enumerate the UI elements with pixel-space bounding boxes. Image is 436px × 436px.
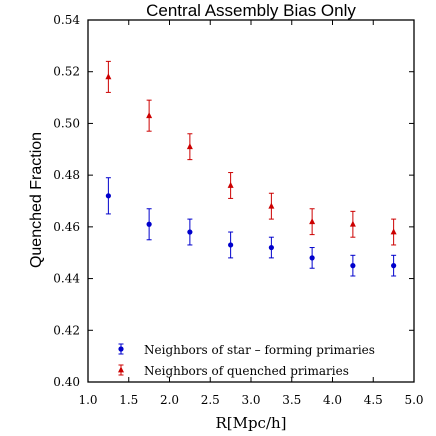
data-point <box>390 228 397 235</box>
data-point <box>146 112 153 119</box>
data-point <box>268 202 275 209</box>
x-tick-label: 2.0 <box>160 393 179 407</box>
data-point <box>105 73 112 80</box>
x-tick-label: 3.0 <box>241 393 260 407</box>
legend-marker <box>118 366 124 373</box>
y-tick-label: 0.48 <box>53 168 80 182</box>
legend-entry: Neighbors of star – forming primaries <box>118 343 375 357</box>
data-point <box>309 255 315 261</box>
plot-frame <box>87 19 415 383</box>
y-tick-label: 0.40 <box>53 375 80 389</box>
y-tick-label: 0.42 <box>53 323 80 337</box>
x-tick-label: 4.0 <box>323 393 342 407</box>
data-point <box>309 218 316 225</box>
legend: Neighbors of star – forming primaries Nei… <box>118 343 375 378</box>
data-point <box>146 221 152 227</box>
data-point <box>268 244 274 251</box>
legend-label: Neighbors of quenched primaries <box>144 364 349 378</box>
series-quenched <box>105 60 397 246</box>
y-axis-label: Quenched Fraction <box>28 132 45 268</box>
x-tick-label: 5.0 <box>404 393 423 407</box>
data-point <box>350 263 356 269</box>
x-tick-label: 4.5 <box>364 393 383 407</box>
y-tick-label: 0.44 <box>53 272 80 286</box>
data-point <box>349 220 356 227</box>
x-tick-label: 1.0 <box>78 393 97 407</box>
legend-label: Neighbors of star – forming primaries <box>144 343 375 357</box>
x-axis-label: R[Mpc/h] <box>215 414 286 432</box>
x-tick-label: 2.5 <box>201 393 220 407</box>
x-tick-label: 1.5 <box>119 393 138 407</box>
data-point <box>105 193 111 199</box>
x-tick-label: 3.5 <box>282 393 301 407</box>
data-point <box>187 229 193 235</box>
data-point <box>227 181 234 188</box>
legend-marker <box>118 346 124 352</box>
chart-title: Central Assembly Bias Only <box>146 1 356 20</box>
y-tick-label: 0.52 <box>53 65 80 79</box>
legend-entry: Neighbors of quenched primaries <box>118 364 349 378</box>
data-point <box>391 263 397 269</box>
series-star-forming <box>105 177 397 277</box>
y-tick-label: 0.50 <box>53 116 80 130</box>
data-point <box>228 242 234 248</box>
data-point <box>186 143 193 150</box>
y-tick-label: 0.46 <box>53 220 80 234</box>
y-tick-label: 0.54 <box>53 13 80 27</box>
